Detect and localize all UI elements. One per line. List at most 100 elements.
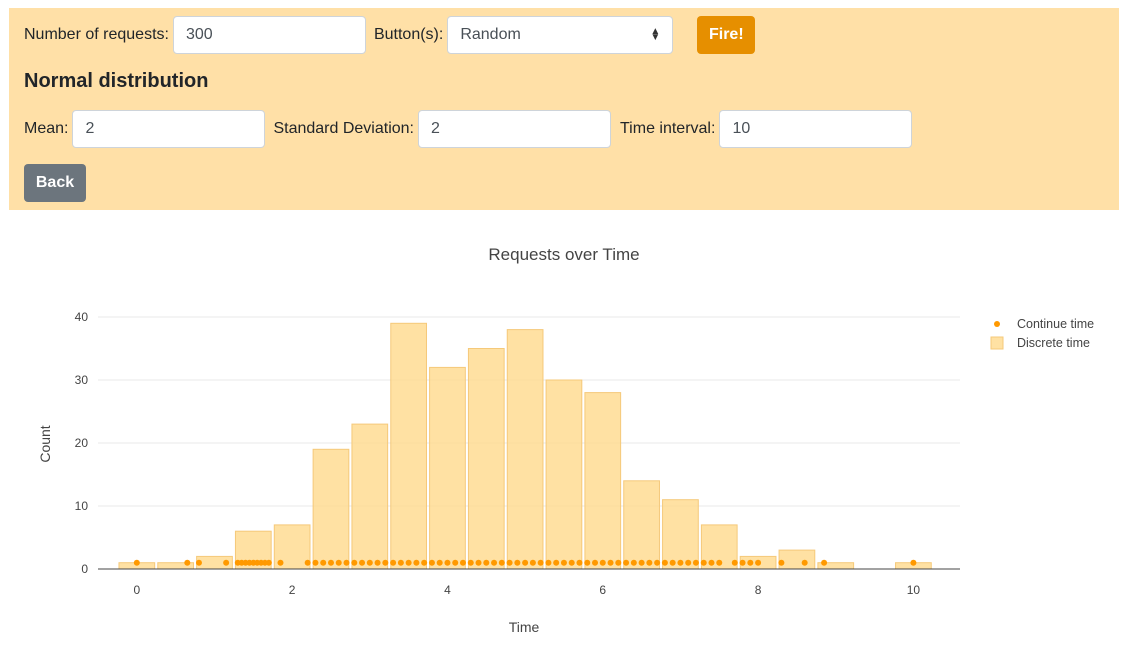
scatter-point [716, 559, 723, 566]
scatter-point [195, 559, 202, 566]
scatter-point [374, 559, 381, 566]
x-tick-label: 2 [289, 583, 296, 597]
scatter-point [747, 559, 754, 566]
chart-bars [118, 322, 932, 570]
x-tick-label: 8 [755, 583, 762, 597]
bar [545, 379, 583, 570]
scatter-point [654, 559, 661, 566]
bar [312, 448, 350, 570]
scatter-point [545, 559, 552, 566]
mean-input[interactable] [72, 110, 266, 148]
scatter-point [390, 559, 397, 566]
chart-dots [133, 559, 917, 566]
scatter-point [522, 559, 529, 566]
control-panel: Number of requests: Button(s): Random ▲▼… [9, 8, 1119, 210]
bar [429, 366, 466, 570]
scatter-point [498, 559, 505, 566]
bar [778, 549, 816, 570]
scatter-point [529, 559, 536, 566]
bar [623, 480, 660, 570]
buttons-select-value: Random [460, 26, 521, 43]
scatter-point [421, 559, 428, 566]
bar [351, 423, 389, 570]
select-caret-icon: ▲ ▼ [650, 26, 661, 43]
scatter-point [568, 559, 575, 566]
y-tick-label: 30 [75, 373, 89, 387]
std-input[interactable] [418, 110, 611, 148]
scatter-point [677, 559, 684, 566]
requests-input[interactable] [172, 16, 366, 54]
scatter-point [223, 559, 230, 566]
scatter-point [669, 559, 676, 566]
scatter-point [821, 559, 828, 566]
scatter-point [405, 559, 412, 566]
y-axis-title: Count [37, 425, 53, 462]
scatter-point [615, 559, 622, 566]
scatter-point [428, 559, 435, 566]
back-button[interactable]: Back [24, 164, 86, 202]
x-tick-label: 0 [133, 583, 140, 597]
x-tick-label: 6 [599, 583, 606, 597]
y-tick-label: 20 [75, 436, 89, 450]
scatter-point [483, 559, 490, 566]
x-tick-labels: 0 2 4 6 8 10 [133, 583, 920, 597]
scatter-point [343, 559, 350, 566]
scatter-point [778, 559, 785, 566]
std-label: Standard Deviation: [273, 120, 414, 137]
scatter-point [630, 559, 637, 566]
scatter-point [459, 559, 466, 566]
bar [467, 348, 505, 570]
chart-title: Requests over Time [488, 245, 639, 264]
scatter-point [351, 559, 358, 566]
chart-legend: Continue time Discrete time [990, 317, 1094, 350]
scatter-point [436, 559, 443, 566]
scatter-point [607, 559, 614, 566]
legend-continue-label: Continue time [1017, 317, 1094, 331]
requests-label: Number of requests: [24, 26, 169, 43]
buttons-label: Button(s): [373, 26, 444, 43]
y-tick-label: 0 [81, 562, 88, 576]
scatter-point [599, 559, 606, 566]
interval-input[interactable] [719, 110, 913, 148]
scatter-point [685, 559, 692, 566]
x-tick-label: 10 [907, 583, 921, 597]
scatter-point [320, 559, 327, 566]
scatter-point [491, 559, 498, 566]
distribution-params-row: Mean: Standard Deviation: Time interval: [24, 110, 913, 148]
y-tick-label: 40 [75, 310, 89, 324]
scatter-point [184, 559, 191, 566]
scatter-point [755, 559, 762, 566]
scatter-point [277, 559, 284, 566]
scatter-point [467, 559, 474, 566]
scatter-point [910, 559, 917, 566]
scatter-point [700, 559, 707, 566]
fire-button[interactable]: Fire! [697, 16, 756, 54]
legend-discrete-label: Discrete time [1017, 336, 1090, 350]
bar [584, 392, 622, 570]
scatter-point [801, 559, 808, 566]
legend-discrete-marker [990, 336, 1004, 350]
y-tick-label: 10 [75, 499, 89, 513]
interval-label: Time interval: [620, 120, 716, 137]
scatter-point [444, 559, 451, 566]
mean-label: Mean: [24, 120, 69, 137]
scatter-point [265, 559, 272, 566]
distribution-heading: Normal distribution [24, 70, 209, 92]
scatter-point [708, 559, 715, 566]
scatter-point [646, 559, 653, 566]
scatter-point [731, 559, 738, 566]
scatter-point [366, 559, 373, 566]
bar [506, 329, 544, 570]
buttons-select[interactable]: Random ▲ ▼ [447, 16, 674, 54]
scatter-point [638, 559, 645, 566]
scatter-point [553, 559, 560, 566]
requests-chart: Requests over Time 0 10 20 30 40 0 2 4 6 8 10 Cou… [37, 245, 1094, 635]
scatter-point [739, 559, 746, 566]
scatter-point [359, 559, 366, 566]
scatter-point [576, 559, 583, 566]
scatter-point [335, 559, 342, 566]
scatter-point [413, 559, 420, 566]
scatter-point [661, 559, 668, 566]
scatter-point [475, 559, 482, 566]
bar [390, 322, 427, 570]
